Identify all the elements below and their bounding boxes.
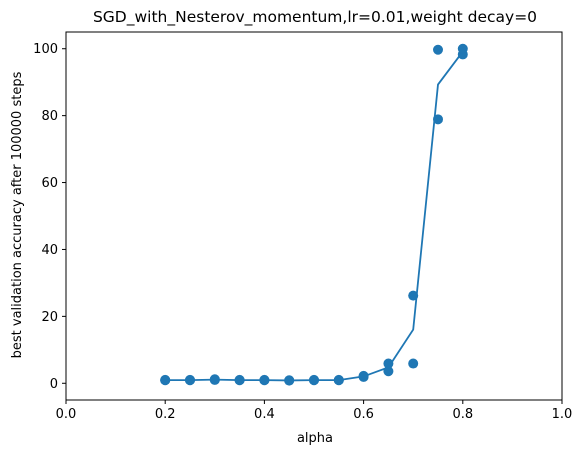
data-point [209, 374, 220, 385]
data-point [185, 374, 195, 385]
x-tick-label: 0.6 [353, 407, 374, 422]
x-tick-label: 0.0 [56, 407, 77, 422]
x-tick-marks [65, 400, 563, 404]
x-tick-labels: 0.0 0.2 0.4 0.6 0.8 1.0 [56, 407, 573, 422]
y-tick-marks [62, 48, 66, 384]
y-tick-label: 40 [41, 243, 58, 258]
y-tick-label: 20 [41, 310, 58, 325]
data-point [259, 374, 270, 385]
plot-area: 0 20 40 60 80 100 0.0 0.2 0.4 0.6 0.8 1.0 [33, 31, 573, 422]
data-point [383, 366, 394, 377]
plot-frame [65, 31, 563, 401]
data-point [383, 358, 394, 369]
y-tick-labels: 0 20 40 60 80 100 [33, 42, 58, 392]
x-tick-label: 0.4 [254, 407, 275, 422]
data-point [160, 374, 171, 385]
data-point [408, 290, 419, 301]
data-point [408, 358, 419, 369]
data-point [457, 43, 468, 54]
data-point [433, 44, 443, 55]
y-tick-label: 60 [41, 176, 58, 191]
data-point [433, 114, 443, 125]
y-tick-label: 80 [41, 109, 58, 124]
y-axis-label: best validation accuracy after 100000 st… [10, 71, 25, 358]
data-point [333, 374, 344, 385]
y-tick-label: 0 [50, 377, 58, 392]
data-points [160, 43, 468, 386]
x-tick-label: 1.0 [552, 407, 573, 422]
x-tick-label: 0.2 [155, 407, 176, 422]
x-tick-label: 0.8 [452, 407, 473, 422]
chart-title: SGD_with_Nesterov_momentum,lr=0.01,weigh… [93, 8, 537, 27]
data-point [309, 374, 319, 385]
data-point [284, 375, 295, 386]
data-point [358, 370, 369, 381]
data-point [234, 374, 245, 385]
y-tick-label: 100 [33, 42, 58, 57]
x-axis-label: alpha [297, 431, 333, 446]
